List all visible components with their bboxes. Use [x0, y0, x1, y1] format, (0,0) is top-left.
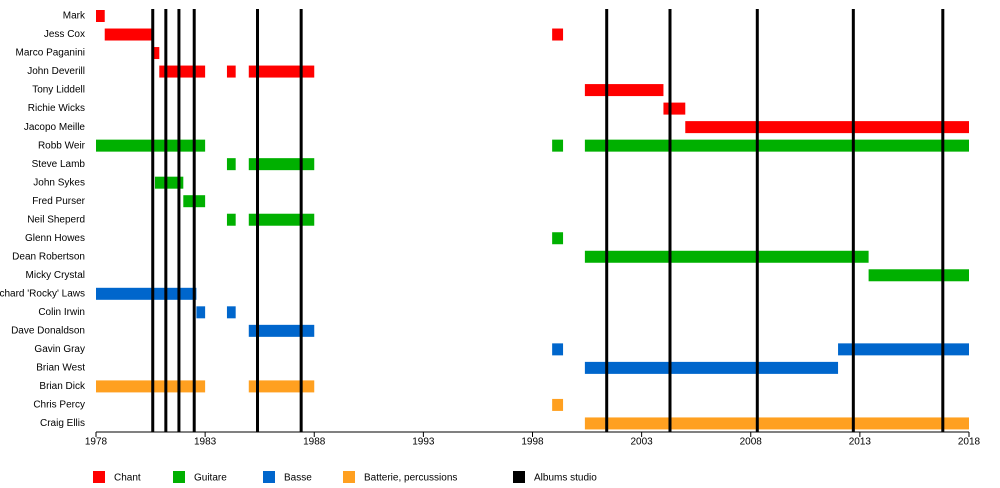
x-tick-label: 2013 — [849, 437, 872, 448]
x-tick-label: 1998 — [521, 437, 544, 448]
tenure-bar — [196, 306, 206, 319]
tenure-bar — [552, 139, 564, 152]
tenure-bar — [154, 176, 184, 189]
tenure-bar — [868, 269, 969, 282]
member-label: Fred Purser — [32, 196, 85, 207]
legend-label: Albums studio — [534, 473, 597, 484]
tenure-bar — [226, 213, 236, 226]
member-label: Jess Cox — [44, 29, 85, 40]
member-label: Neil Sheperd — [27, 214, 85, 225]
legend-label: Batterie, percussions — [364, 473, 457, 484]
legend-swatch — [513, 471, 525, 483]
member-label: Dean Robertson — [12, 251, 85, 262]
tenure-bar — [552, 28, 564, 41]
x-tick-label: 2008 — [740, 437, 763, 448]
legend-swatch — [93, 471, 105, 483]
member-label: Colin Irwin — [38, 307, 85, 318]
tenure-bar — [552, 398, 564, 411]
member-label: Brian West — [36, 363, 85, 374]
tenure-bar — [685, 121, 969, 134]
member-label: Tony Liddell — [32, 85, 85, 96]
member-label: Robb Weir — [38, 140, 86, 151]
tenure-bar — [584, 139, 969, 152]
member-label: Brian Dick — [39, 381, 86, 392]
tenure-bar — [152, 47, 160, 60]
tenure-bar — [663, 102, 686, 115]
member-label: Glenn Howes — [25, 233, 85, 244]
legend-swatch — [343, 471, 355, 483]
tenure-bar — [838, 343, 969, 356]
tenure-bar — [584, 417, 969, 430]
tenure-bar — [584, 361, 839, 374]
member-label: Richard 'Rocky' Laws — [0, 288, 85, 299]
tenure-bar — [248, 380, 315, 393]
legend-swatch — [173, 471, 185, 483]
member-label: Gavin Gray — [34, 344, 85, 355]
member-label: Craig Ellis — [40, 418, 85, 429]
member-label: John Sykes — [33, 177, 85, 188]
member-label: Steve Lamb — [32, 159, 86, 170]
x-tick-label: 1978 — [85, 437, 108, 448]
tenure-bar — [248, 324, 315, 337]
tenure-bar — [96, 139, 206, 152]
member-label: Mark — [63, 11, 86, 22]
member-label: Jacopo Meille — [24, 122, 86, 133]
tenure-bar — [248, 65, 315, 78]
x-tick-label: 1993 — [412, 437, 435, 448]
tenure-bar — [226, 158, 236, 171]
x-tick-label: 2018 — [958, 437, 981, 448]
member-label: Chris Percy — [33, 400, 85, 411]
legend-label: Basse — [284, 473, 312, 484]
member-label: Micky Crystal — [26, 270, 85, 281]
legend-label: Guitare — [194, 473, 227, 484]
tenure-bar — [584, 84, 664, 97]
legend-label: Chant — [114, 473, 141, 484]
tenure-bar — [104, 28, 153, 41]
tenure-bar — [248, 158, 315, 171]
tenure-bar — [96, 10, 105, 22]
member-label: John Deverill — [27, 66, 85, 77]
member-label: Marco Paganini — [16, 48, 85, 59]
tenure-bar — [96, 380, 206, 393]
tenure-bar — [248, 213, 315, 226]
x-tick-label: 1988 — [303, 437, 326, 448]
tenure-bar — [552, 343, 564, 356]
tenure-bar — [584, 250, 869, 263]
member-label: Dave Donaldson — [11, 325, 85, 336]
tenure-bar — [226, 306, 236, 319]
tenure-bar — [226, 65, 236, 78]
legend-swatch — [263, 471, 275, 483]
x-tick-label: 2003 — [631, 437, 654, 448]
tenure-bar — [96, 287, 197, 300]
member-label: Richie Wicks — [28, 103, 85, 114]
x-tick-label: 1983 — [194, 437, 217, 448]
tenure-bar — [552, 232, 564, 245]
